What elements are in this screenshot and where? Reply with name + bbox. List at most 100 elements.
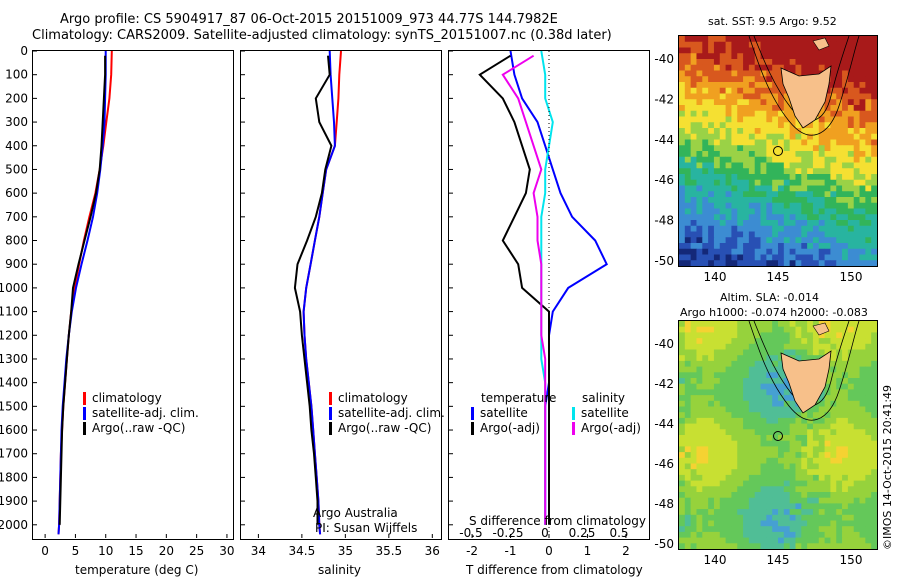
map-cell: [743, 349, 750, 356]
map-cell: [807, 480, 814, 487]
map-cell: [795, 474, 802, 481]
map-cell: [830, 446, 837, 453]
map-cell: [690, 332, 697, 339]
map-cell: [871, 343, 877, 350]
map-cell: [847, 179, 855, 186]
map-cell: [684, 423, 692, 430]
map-cell: [859, 260, 866, 266]
map-cell: [725, 191, 732, 198]
map-cell: [830, 360, 837, 367]
map-cell: [853, 145, 860, 152]
map-cell: [743, 480, 750, 487]
map-cell: [766, 389, 773, 396]
map-cell: [836, 360, 843, 367]
map-cell: [696, 208, 703, 215]
map-cell: [702, 360, 709, 367]
map-cell: [696, 321, 703, 328]
x-tick-label: 34: [251, 544, 266, 558]
map-cell: [748, 254, 756, 261]
map-cell: [836, 208, 843, 215]
map-cell: [812, 145, 820, 152]
map-cell: [836, 197, 843, 204]
map-cell: [865, 440, 872, 447]
map-cell: [737, 452, 744, 459]
map-cell: [801, 162, 808, 169]
map-cell: [859, 185, 866, 192]
map-cell: [778, 349, 785, 356]
map-cell: [754, 446, 761, 453]
bathymetry-contour: [748, 321, 860, 421]
map-cell: [713, 82, 721, 89]
map-cell: [842, 452, 849, 459]
map-cell: [708, 225, 715, 232]
x-tick-label: 15: [128, 544, 143, 558]
s-diff-tick-label: 0.5: [609, 526, 628, 540]
map-cell: [690, 122, 697, 129]
map-cell: [818, 429, 825, 436]
map-cell: [754, 64, 761, 71]
map-cell: [847, 105, 855, 112]
map-cell: [754, 168, 761, 175]
legend-label: satellite-adj. clim.: [92, 406, 199, 420]
map-cell: [847, 503, 855, 510]
map-cell: [812, 248, 820, 255]
map-cell: [853, 531, 860, 538]
map-cell: [830, 349, 837, 356]
map-cell: [830, 543, 837, 549]
map-cell: [847, 70, 855, 77]
map-cell: [772, 191, 779, 198]
map-cell: [731, 47, 738, 54]
map-cell: [807, 260, 814, 266]
map-cell: [719, 360, 726, 367]
map-cell: [830, 139, 837, 146]
map-cell: [679, 260, 686, 266]
map-cell: [842, 110, 849, 117]
map-cell: [772, 355, 779, 362]
chart-title-line1: Argo profile: CS 5904917_87 06-Oct-2015 …: [60, 12, 558, 27]
map-cell: [743, 156, 750, 163]
map-cell: [789, 53, 796, 60]
map-cell: [842, 36, 849, 43]
map-cell: [708, 412, 715, 419]
map-cell: [690, 93, 697, 100]
map-cell: [807, 514, 814, 521]
map-cell: [713, 87, 721, 94]
map-cell: [778, 145, 785, 152]
map-cell: [690, 243, 697, 250]
map-cell: [772, 76, 779, 83]
map-cell: [865, 156, 872, 163]
map-cell: [737, 225, 744, 232]
map-cell: [725, 237, 732, 244]
map-cell: [824, 53, 831, 60]
map-cell: [708, 452, 715, 459]
map-cell: [719, 497, 726, 504]
map-cell: [795, 343, 802, 350]
map-cell: [836, 321, 843, 328]
series-line-argo-adj-: [478, 54, 550, 525]
map-cell: [795, 349, 802, 356]
legend-temp-satellite: satellite: [471, 406, 528, 420]
map-cell: [731, 480, 738, 487]
map-cell: [684, 174, 692, 181]
map-cell: [783, 231, 791, 238]
map-cell: [871, 338, 877, 345]
map-cell: [812, 59, 820, 66]
map-cell: [731, 116, 738, 123]
map-cell: [847, 139, 855, 146]
map-cell: [708, 429, 715, 436]
map-cell: [836, 446, 843, 453]
map-cell: [847, 457, 855, 464]
map-cell: [807, 174, 814, 181]
map-cell: [818, 526, 825, 533]
map-cell: [772, 383, 779, 390]
map-cell: [789, 191, 796, 198]
map-cell: [789, 480, 796, 487]
map-cell: [754, 480, 761, 487]
map-cell: [679, 237, 686, 244]
map-cell: [847, 208, 855, 215]
map-cell: [696, 116, 703, 123]
map-cell: [865, 82, 872, 89]
map-cell: [801, 412, 808, 419]
map-cell: [679, 70, 686, 77]
map-cell: [783, 469, 791, 476]
